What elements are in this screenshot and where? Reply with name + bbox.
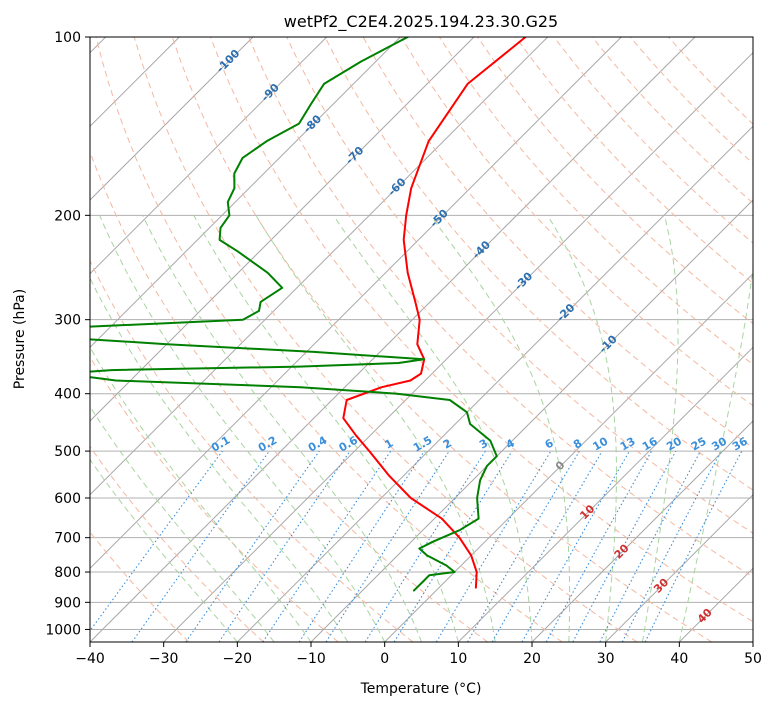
dry-adiabat-line (90, 356, 339, 642)
x-tick-label: 20 (523, 651, 541, 667)
dry-adiabat-line (171, 37, 712, 642)
isotherm-line (236, 125, 753, 642)
isotherm-line (90, 37, 622, 570)
mixing-ratio-line (298, 450, 425, 642)
mixing-ratio-line (521, 450, 630, 642)
mixing-ratio-line (262, 450, 392, 642)
x-tick-label: −30 (149, 651, 179, 667)
mixing-ratio-line (572, 450, 677, 642)
mixing-ratio-line (90, 450, 223, 632)
isotherm-label: 20 (612, 541, 632, 561)
isotherm-line (90, 37, 254, 201)
plot-frame (89, 36, 754, 643)
isotherm-line (457, 346, 753, 642)
moist-adiabat-line (430, 215, 571, 642)
moist-adiabat-line (99, 215, 386, 642)
moist-adiabat-line (90, 405, 275, 642)
moist-adiabat-line (642, 215, 679, 642)
x-tick-label: 50 (744, 651, 762, 667)
y-tick-label: 500 (54, 444, 81, 460)
y-axis-title: Pressure (hPa) (12, 289, 28, 389)
mixing-ratio-line (185, 450, 320, 642)
mixing-ratio-line (435, 450, 552, 642)
x-tick-label: −40 (75, 651, 105, 667)
isotherm-line (90, 37, 475, 422)
dry-adiabat-line (90, 445, 264, 642)
y-tick-label: 800 (54, 565, 81, 581)
profile-line (342, 37, 527, 589)
dry-adiabat-line (515, 37, 753, 284)
dry-adiabat-line (95, 37, 563, 642)
dry-adiabat-line (286, 37, 753, 534)
isotherm-line (531, 420, 753, 642)
dry-adiabat-line (553, 37, 753, 244)
dry-adiabat-line (133, 37, 638, 642)
moist-adiabat-line (193, 215, 459, 642)
x-tick-label: 10 (449, 651, 467, 667)
x-tick-label: −20 (223, 651, 253, 667)
moist-adiabat-line (90, 346, 312, 642)
x-axis-title: Temperature (°C) (360, 681, 482, 697)
dry-adiabat-line (324, 37, 753, 491)
profile-line (90, 37, 498, 592)
isotherm-label: -30 (512, 269, 535, 292)
y-tick-label: 1000 (45, 622, 81, 638)
moist-adiabat-line (678, 264, 753, 642)
isotherm-line (163, 51, 753, 642)
mixing-ratio-line (218, 450, 351, 642)
isotherm-line (752, 641, 753, 642)
mixing-ratio-line (131, 450, 270, 642)
y-tick-label: 400 (54, 387, 81, 403)
y-tick-label: 600 (54, 491, 81, 507)
moist-adiabat-line (90, 458, 238, 642)
mixing-ratio-line (599, 450, 701, 642)
mixing-ratio-line (545, 450, 653, 642)
y-tick-label: 300 (54, 313, 81, 329)
x-tick-label: 0 (380, 651, 389, 667)
x-tick-label: 30 (597, 651, 615, 667)
dry-adiabat-line (90, 259, 414, 642)
moist-adiabat-line (332, 215, 533, 642)
mixing-ratio-label: 2 (441, 437, 454, 452)
y-tick-label: 900 (54, 595, 81, 611)
isotherm-line (90, 37, 549, 496)
isotherm-label: -90 (259, 81, 282, 104)
moist-adiabat-line (547, 215, 617, 642)
isotherm-line (90, 37, 328, 275)
isotherm-label: -40 (470, 238, 493, 261)
isotherm-line (310, 199, 753, 642)
mixing-ratio-label: 6 (543, 436, 556, 451)
isotherm-line (678, 567, 753, 642)
y-tick-label: 700 (54, 531, 81, 547)
mixing-ratio-line (393, 450, 513, 642)
dry-adiabat-line (668, 37, 753, 125)
x-tick-label: 40 (670, 651, 688, 667)
y-tick-label: 200 (54, 208, 81, 224)
isotherm-label: -70 (343, 144, 366, 167)
x-tick-label: −10 (296, 651, 326, 667)
y-tick-label: 100 (54, 30, 81, 46)
mixing-ratio-label: 4 (504, 436, 517, 451)
mixing-ratio-line (644, 450, 743, 642)
dry-adiabat-line (248, 37, 753, 578)
moist-adiabat-line (142, 215, 422, 642)
mixing-ratio-line (467, 450, 580, 642)
isotherm-line (90, 37, 401, 349)
isotherm-label: 10 (577, 502, 597, 522)
mixing-ratio-line (325, 450, 450, 642)
isotherm-line (605, 493, 753, 642)
isotherm-line (384, 272, 753, 642)
dry-adiabat-line (210, 37, 753, 623)
chart-title: wetPf2_C2E4.2025.194.23.30.G25 (284, 12, 558, 32)
